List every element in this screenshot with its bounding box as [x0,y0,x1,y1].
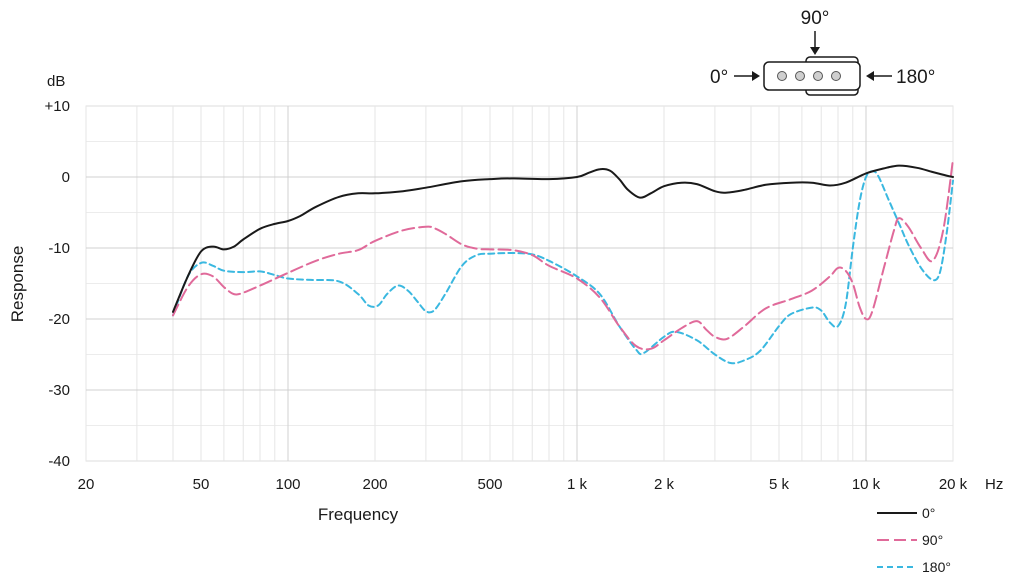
y-axis-title: Response [8,246,27,323]
y-tick-label: -10 [48,240,70,257]
x-axis-title: Frequency [318,505,399,524]
series-lines [172,158,954,365]
x-tick-label: 10 k [852,476,881,493]
y-tick-label: -30 [48,382,70,399]
y-tick-label: -20 [48,311,70,328]
y-axis-ticks: +10 0 -10 -20 -30 -40 [45,98,70,470]
y-tick-label: +10 [45,98,70,115]
y-tick-label: -40 [48,453,70,470]
x-tick-label: 200 [362,476,387,493]
x-tick-label: 1 k [567,476,588,493]
series-line-1 [172,158,954,351]
x-unit-label: Hz [985,476,1003,493]
x-tick-label: 100 [275,476,300,493]
x-axis-ticks: 20 50 100 200 500 1 k 2 k 5 k 10 k 20 k [78,476,968,493]
legend-label-90: 90° [922,532,943,548]
x-tick-label: 20 [78,476,95,493]
orientation-diagram: 90° 0° 180° [710,8,935,96]
y-tick-label: 0 [62,169,70,186]
x-tick-label: 5 k [769,476,790,493]
legend: 0° 90° 180° [877,505,951,575]
legend-label-180: 180° [922,559,951,575]
microphone-body-icon [763,61,861,91]
plot-grid [85,105,954,462]
x-tick-label: 2 k [654,476,675,493]
diagram-label-90: 90° [801,8,830,29]
capsule-dots-icon [777,71,841,81]
diagram-label-0: 0° [710,67,728,88]
diagram-label-180: 180° [896,67,935,88]
series-line-2 [172,170,954,365]
series-line-0 [172,164,954,313]
legend-label-0: 0° [922,505,935,521]
x-tick-label: 50 [193,476,210,493]
y-unit-label: dB [47,73,65,90]
x-tick-label: 20 k [939,476,968,493]
x-tick-label: 500 [477,476,502,493]
